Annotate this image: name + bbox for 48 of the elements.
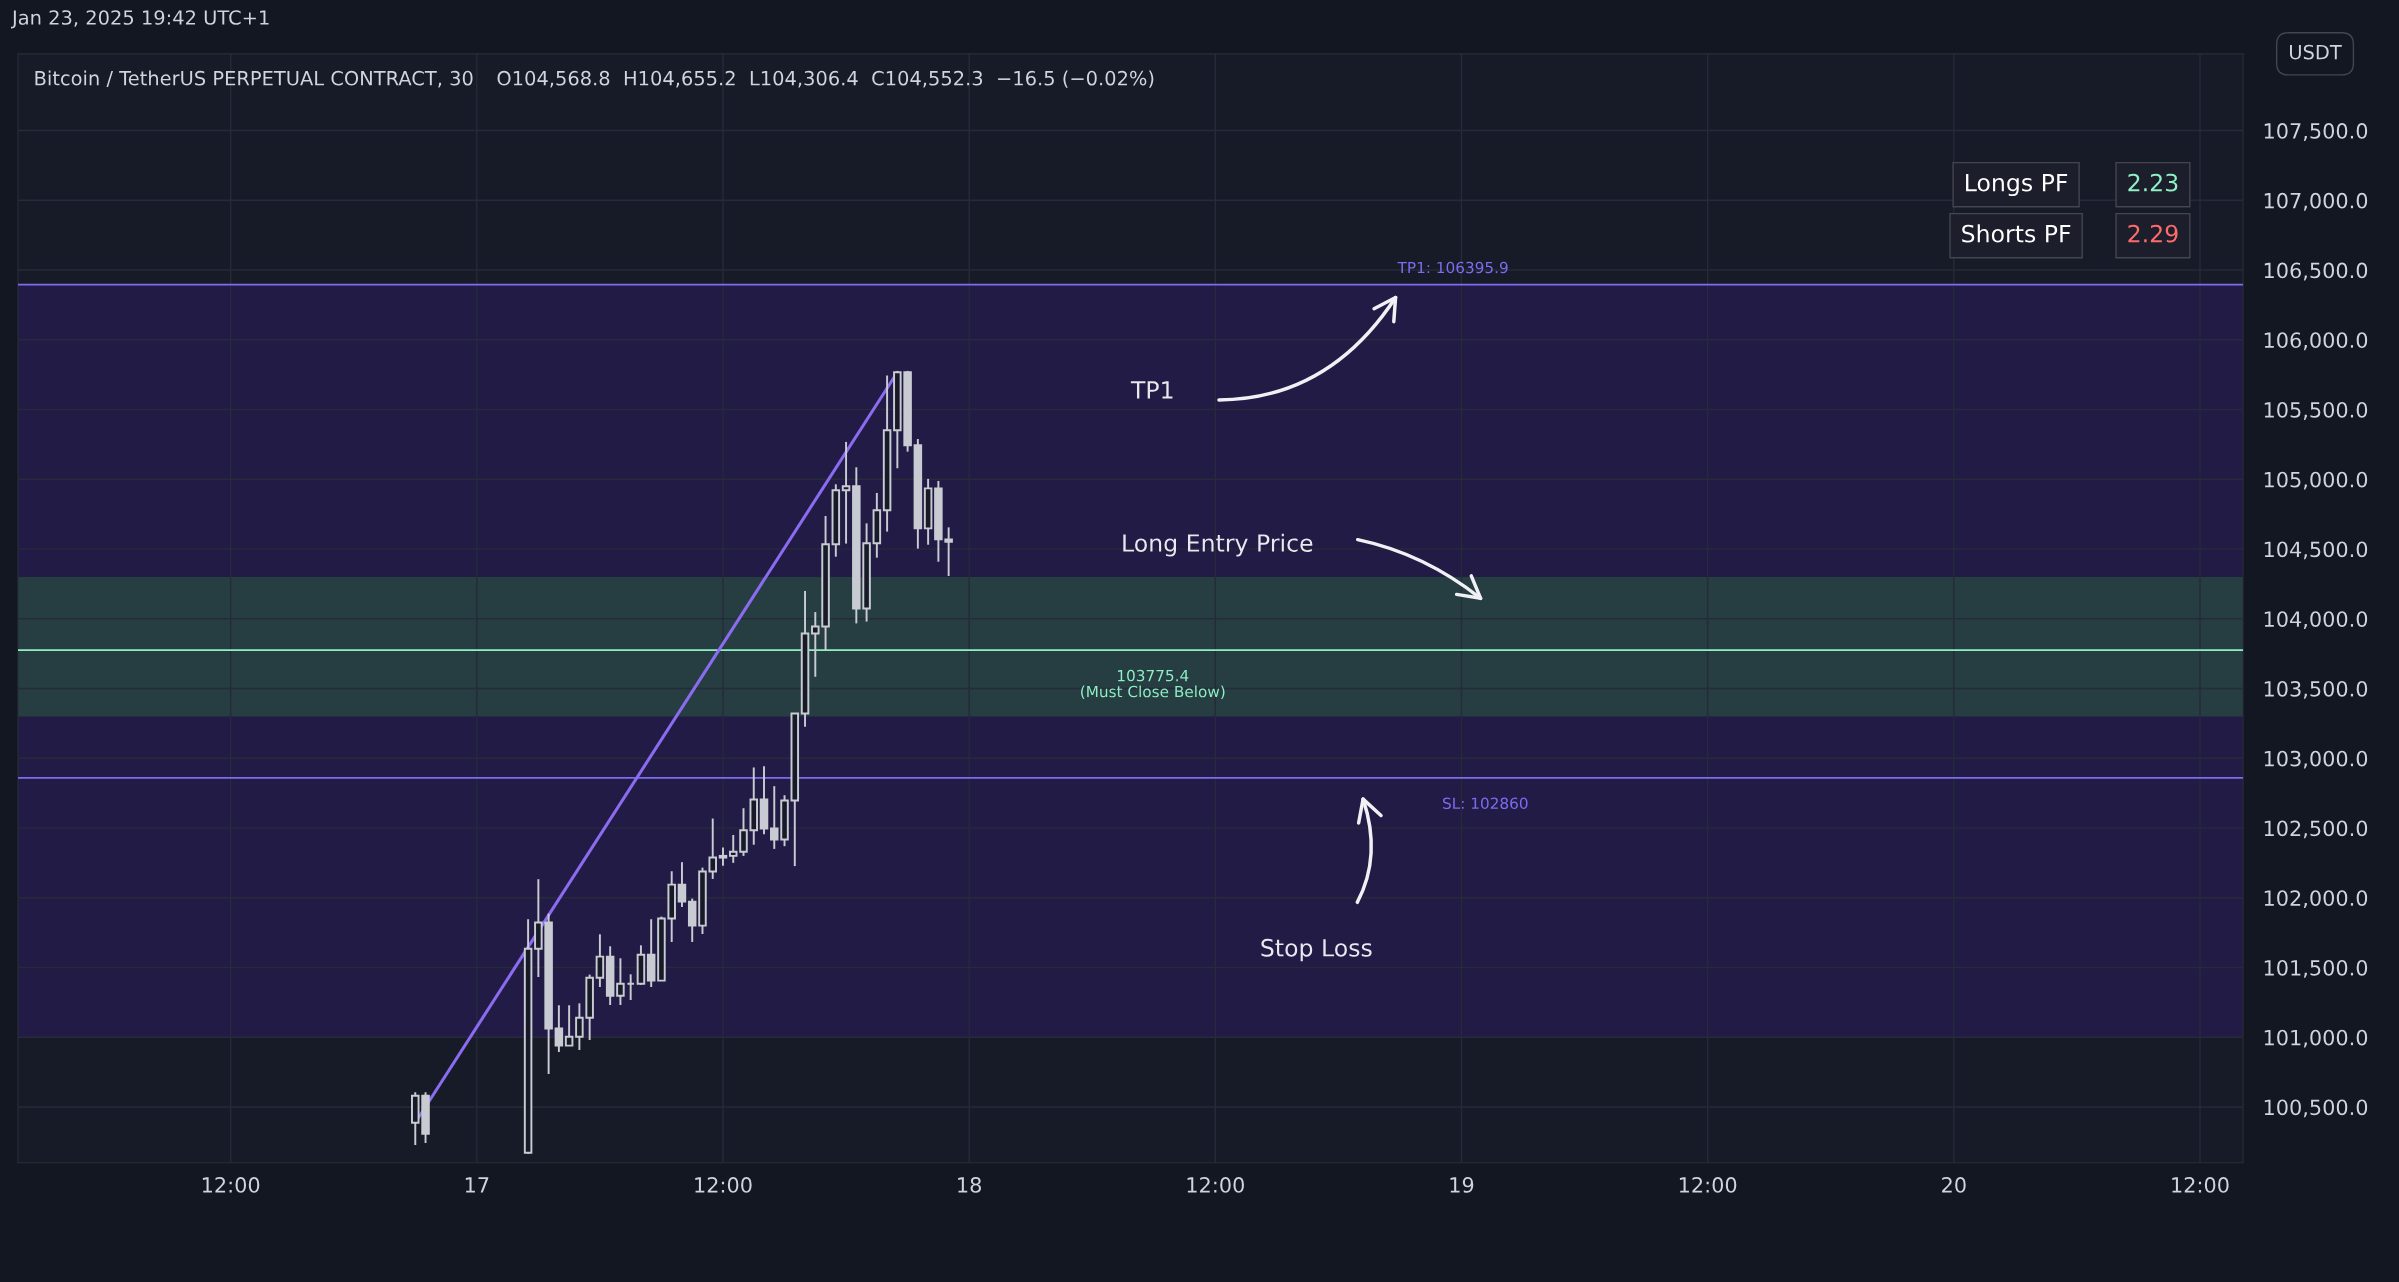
x-tick-label: 19	[1450, 1177, 1474, 1193]
candlestick	[554, 1004, 564, 1053]
y-tick-label: 105,000.0	[2264, 471, 2368, 490]
x-tick-label: 12:00	[202, 1177, 260, 1193]
y-tick-label: 102,000.0	[2264, 890, 2368, 909]
annotation: Longs PF	[1966, 174, 2068, 197]
y-tick-label: 100,500.0	[2264, 1099, 2368, 1118]
annotation: Long Entry Price	[1123, 533, 1313, 557]
text: Bitcoin / TetherUS PERPETUAL CONTRACT, 30	[35, 70, 473, 88]
x-tick-label: 12:00	[1679, 1177, 1737, 1193]
candlestick	[564, 1004, 574, 1047]
ref-line-label: TP1: 106395.9	[1397, 261, 1508, 274]
y-axis-title: USDT	[2290, 44, 2342, 60]
annotation: 2.29	[2128, 224, 2178, 243]
candlestick	[595, 933, 605, 988]
candlestick	[677, 861, 687, 908]
y-tick-label: 101,500.0	[2264, 959, 2368, 978]
y-tick-label: 102,500.0	[2264, 820, 2368, 839]
annotation: Stop Loss	[1261, 938, 1372, 962]
x-tick-label: 20	[1942, 1177, 1966, 1193]
text: O104,568.8 H104,655.2 L104,306.4 C104,552.3 −16.5 (−0.02%)	[497, 70, 1154, 88]
y-tick-label: 104,000.0	[2264, 611, 2368, 630]
y-tick-label: 106,500.0	[2264, 262, 2368, 281]
x-tick-label: 18	[958, 1177, 981, 1193]
y-tick-label: 103,500.0	[2264, 680, 2368, 699]
y-tick-label: 103,000.0	[2264, 750, 2368, 769]
x-tick-label: 17	[465, 1177, 489, 1193]
y-tick-label: 105,500.0	[2264, 401, 2368, 420]
candlestick	[616, 957, 625, 1006]
y-tick-label: 104,500.0	[2264, 541, 2368, 560]
y-tick-label: 107,000.0	[2264, 192, 2368, 211]
y-tick-label: 106,000.0	[2264, 332, 2368, 351]
x-tick-label: 12:00	[2172, 1177, 2229, 1193]
ref-line-label: SL: 102860	[1443, 797, 1528, 810]
annotation: 2.23	[2128, 173, 2178, 192]
annotation: TP1	[1130, 381, 1173, 399]
ref-line-label: 103775.4 (Must Close Below)	[1081, 669, 1225, 700]
candlestick	[718, 846, 728, 867]
x-tick-label: 12:00	[695, 1177, 752, 1193]
candlestick	[841, 440, 851, 545]
text: Jan 23, 2025 19:42 UTC+1	[10, 10, 269, 29]
candlestick	[739, 807, 748, 857]
annotation: Shorts PF	[1962, 224, 2071, 243]
x-tick-label: 12:00	[1187, 1177, 1244, 1193]
y-tick-label: 107,500.0	[2264, 123, 2368, 141]
candlestick	[728, 834, 738, 864]
y-tick-label: 101,000.0	[2264, 1029, 2368, 1048]
candlestick	[687, 897, 697, 943]
